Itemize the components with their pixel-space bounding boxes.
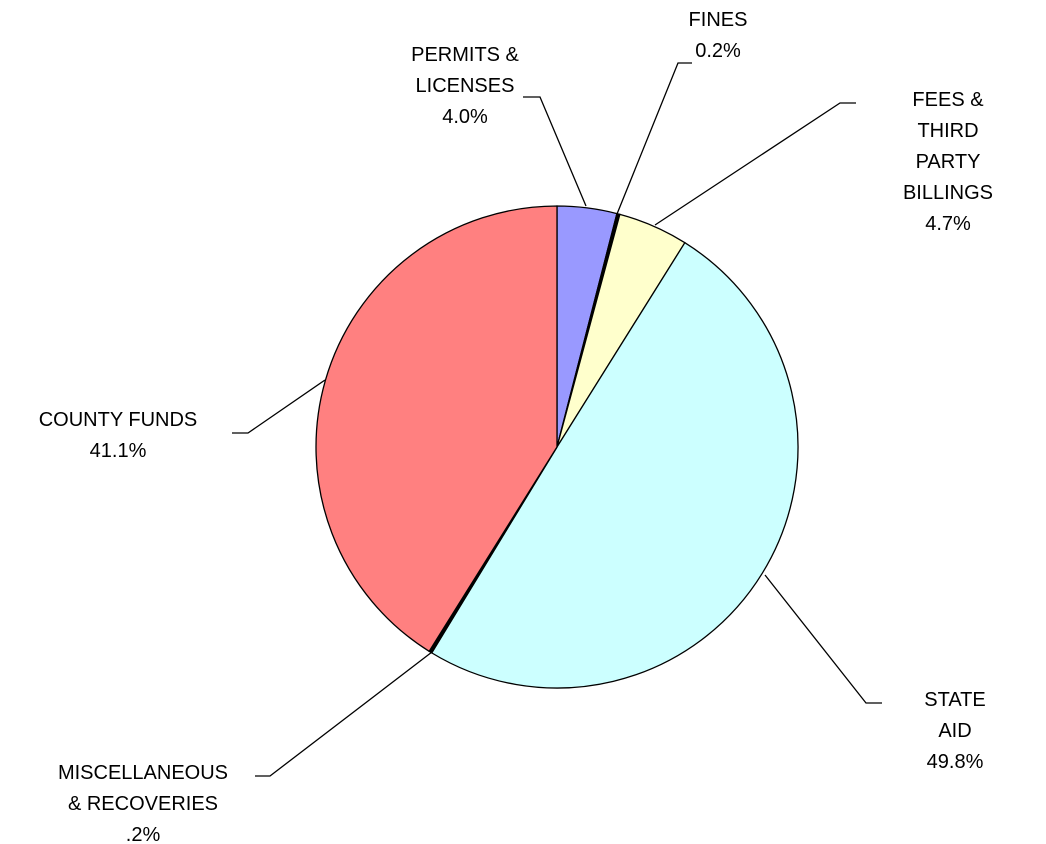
value-label: 41.1% — [89, 440, 147, 462]
category-label: MISCELLANEOUS & RECOVERIES — [57, 762, 229, 815]
pie-slice — [430, 241, 799, 689]
leader-line — [616, 62, 692, 215]
slices — [315, 205, 799, 689]
value-label: 49.8% — [926, 751, 984, 773]
leader-line — [764, 574, 882, 704]
slice-label: FINES 0.2% — [689, 5, 748, 67]
leader-line — [232, 379, 326, 434]
value-label: 4.0% — [442, 106, 488, 128]
slice-label: PERMITS & LICENSES 4.0% — [411, 40, 519, 133]
category-label: FEES & THIRD PARTY BILLINGS — [902, 89, 994, 204]
slice-label: MISCELLANEOUS & RECOVERIES .2% — [58, 758, 228, 844]
slice-label: FEES & THIRD PARTY BILLINGS 4.7% — [899, 85, 997, 240]
slice-label: COUNTY FUNDS 41.1% — [39, 405, 198, 467]
category-label: FINES — [688, 9, 748, 31]
leader-line — [523, 96, 587, 207]
leader-line — [255, 651, 433, 777]
pie-slice — [315, 205, 558, 653]
value-label: .2% — [125, 824, 161, 844]
slice-label: STATE AID 49.8% — [910, 685, 1001, 778]
category-label: COUNTY FUNDS — [38, 409, 198, 431]
value-label: 4.7% — [925, 213, 971, 235]
value-label: 0.2% — [695, 40, 741, 62]
category-label: PERMITS & LICENSES — [411, 44, 519, 97]
category-label: STATE AID — [924, 689, 986, 742]
leader-line — [654, 102, 856, 226]
